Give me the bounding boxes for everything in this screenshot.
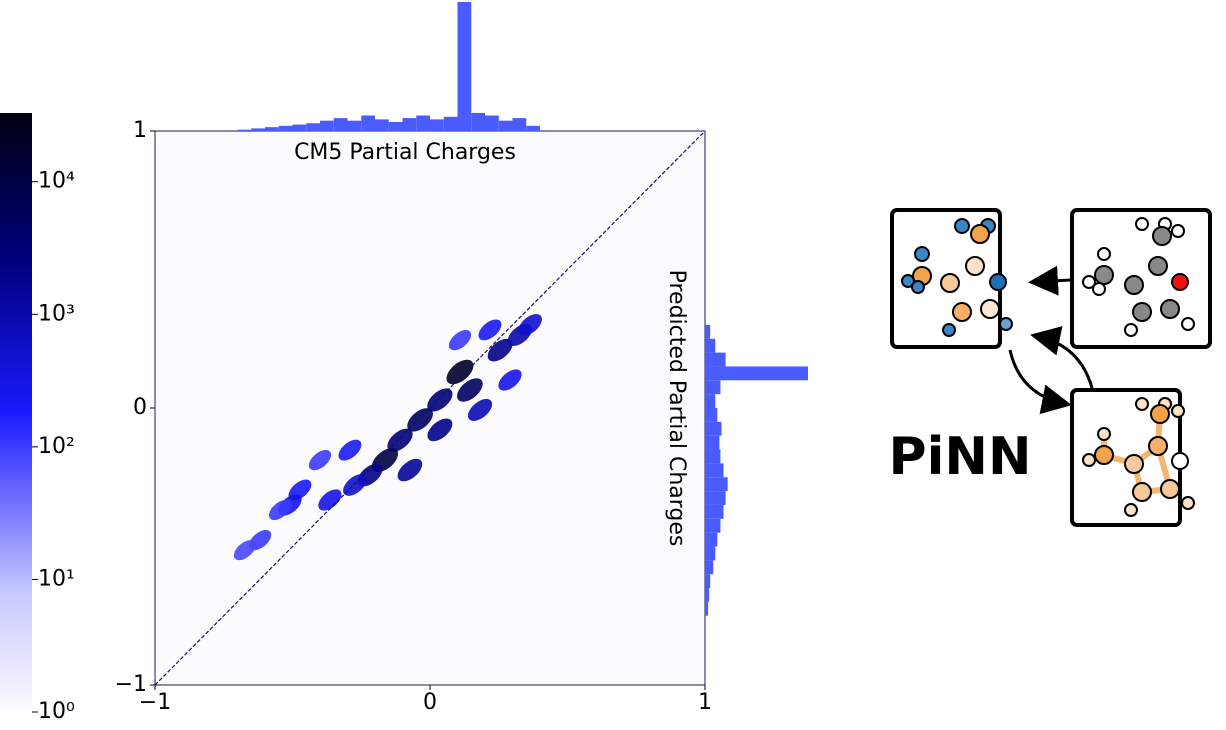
colorbar-tick-label: 10²	[38, 434, 75, 459]
y-marginal-bar	[705, 324, 711, 339]
x-marginal-bar	[485, 115, 499, 131]
x-marginal-bar	[251, 128, 265, 131]
density-cell	[387, 428, 413, 452]
x-marginal-bar	[375, 119, 389, 131]
density-cell	[233, 540, 256, 561]
x-marginal-bar	[416, 115, 430, 131]
y-marginal-bar	[705, 588, 710, 602]
x-marginal-bar	[471, 112, 485, 131]
y-marginal-bar	[705, 338, 716, 353]
x-marginal-bar	[457, 2, 472, 131]
x-marginal-bar	[320, 120, 334, 131]
x-marginal-bar	[292, 124, 307, 131]
y-marginal-bar	[705, 449, 721, 464]
y-marginal-bar	[705, 518, 721, 533]
x-marginal-bar	[498, 120, 513, 131]
density-cell	[407, 408, 433, 432]
density-cell	[427, 388, 453, 412]
y-marginal-bar	[705, 491, 726, 505]
y-marginal-bar	[705, 574, 711, 589]
y-marginal-bar	[705, 504, 724, 519]
y-tick-label: −1	[115, 672, 147, 697]
diagonal	[154, 130, 706, 686]
density-cell	[308, 449, 332, 471]
y-marginal-bar	[705, 421, 722, 436]
x-marginal-bar	[512, 118, 527, 131]
density-cell	[268, 499, 292, 521]
colorbar-tick-label: 10⁴	[38, 169, 75, 194]
y-marginal-bar	[705, 394, 716, 408]
y-marginal-bar	[705, 601, 709, 616]
density-cell	[518, 314, 542, 336]
y-tick-label: 1	[133, 118, 147, 143]
colorbar-tick-label: 10⁰	[38, 699, 75, 724]
y-marginal-bar	[705, 463, 724, 478]
density-cell	[318, 489, 342, 511]
y-marginal-bar	[705, 532, 718, 547]
y-marginal-bar	[705, 477, 728, 492]
x-marginal-bar	[361, 115, 375, 131]
density-cell	[397, 458, 423, 482]
x-tick-label: −1	[139, 690, 171, 715]
density-cell	[338, 439, 362, 461]
y-marginal-bar	[705, 380, 721, 395]
x-marginal-bar	[430, 119, 444, 131]
x-marginal-bar	[265, 127, 279, 131]
density-cell	[427, 418, 453, 442]
x-marginal-bar	[347, 120, 362, 131]
x-marginal-bar	[526, 125, 540, 131]
colorbar	[0, 113, 32, 712]
x-marginal-bar	[278, 125, 293, 131]
density-cell	[343, 474, 367, 496]
density-cell	[467, 398, 493, 421]
y-marginal-bar	[705, 435, 720, 450]
y-marginal-bar	[705, 366, 808, 381]
density-cell	[448, 329, 472, 351]
x-marginal-bar	[333, 118, 348, 131]
density-cell	[457, 378, 483, 402]
y-axis-title: Predicted Partial Charges	[664, 270, 689, 547]
pinn-diagram	[890, 208, 1212, 527]
x-marginal-bar	[306, 123, 320, 131]
x-marginal-bar	[237, 129, 252, 131]
y-marginal-bar	[705, 408, 718, 422]
density-cell	[498, 369, 522, 391]
density-cell	[446, 359, 474, 385]
density-cell	[487, 338, 513, 362]
y-marginal-bar	[705, 352, 726, 367]
x-axis-title: CM5 Partial Charges	[294, 140, 516, 165]
x-marginal-bar	[443, 116, 458, 131]
colorbar-tick-label: 10¹	[38, 566, 75, 591]
x-tick-label: 1	[698, 690, 712, 715]
y-marginal-bar	[705, 546, 716, 561]
pinn-label: PiNN	[889, 427, 1032, 487]
colorbar-tick-label: 10³	[38, 301, 75, 326]
y-marginal-bar	[705, 560, 714, 575]
x-tick-label: 0	[423, 690, 437, 715]
x-marginal-bar	[402, 118, 417, 131]
y-tick-label: 0	[133, 395, 147, 420]
density-cell	[478, 319, 502, 341]
x-marginal-bar	[388, 121, 403, 131]
